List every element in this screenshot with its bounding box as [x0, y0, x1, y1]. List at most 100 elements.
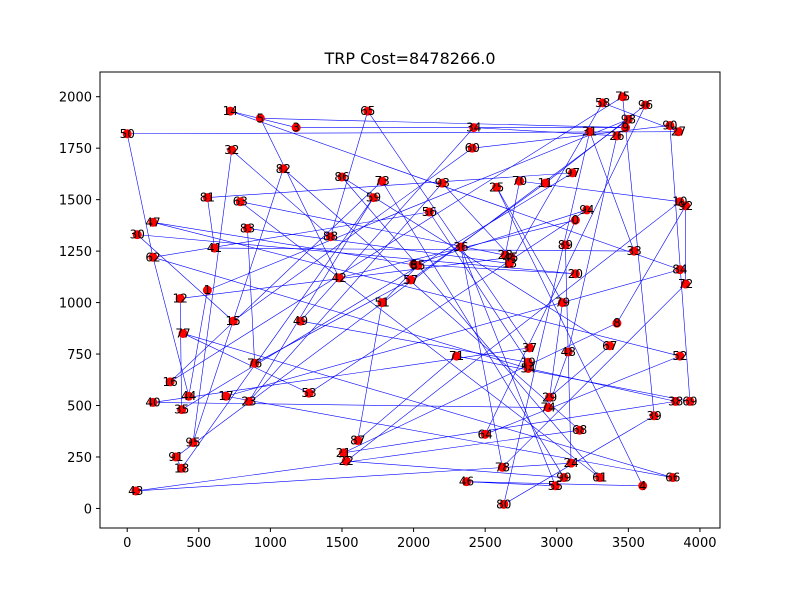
node-point [582, 205, 592, 215]
node-label: 85 [410, 259, 425, 273]
node-label: 66 [665, 471, 680, 485]
node-point [575, 425, 585, 435]
node-point [560, 240, 570, 250]
node-point [570, 269, 580, 279]
node-point [221, 391, 231, 401]
node-label: 5 [257, 111, 265, 125]
route-edge [179, 298, 182, 410]
node-point [122, 129, 132, 139]
node-point [638, 481, 648, 491]
x-tick-label: 2000 [397, 536, 430, 551]
route-edge [472, 125, 670, 149]
y-tick-label: 750 [67, 348, 92, 363]
node-point [671, 396, 681, 406]
node-label: 58 [595, 96, 610, 110]
node-label: 36 [453, 240, 468, 254]
node-label: 16 [163, 375, 178, 389]
node-label: 25 [489, 180, 504, 194]
node-label: 79 [555, 296, 570, 310]
node-point [165, 377, 175, 387]
route-edge [346, 201, 681, 462]
route-edge [225, 395, 673, 478]
node-label: 78 [495, 460, 510, 474]
node-point [585, 127, 595, 137]
node-label: 57 [403, 273, 418, 287]
node-label: 18 [174, 461, 189, 475]
node-label: 33 [626, 244, 641, 258]
route-edge [247, 228, 255, 364]
node-label: 0 [572, 213, 580, 227]
node-label: 8 [613, 316, 621, 330]
node-point [673, 127, 683, 137]
route-edge [589, 131, 635, 252]
node-point [178, 328, 188, 338]
node-point [540, 178, 550, 188]
node-label: 17 [218, 389, 233, 403]
y-tick-label: 1250 [59, 245, 92, 260]
node-label: 60 [465, 141, 480, 155]
x-tick-label: 3500 [612, 536, 645, 551]
route-edge [528, 368, 676, 402]
node-labels: 1345608910111213141516171819202122232425… [120, 90, 698, 512]
node-label: 13 [502, 256, 517, 270]
node-label: 31 [582, 125, 597, 139]
node-label: 56 [422, 205, 437, 219]
node-label: 61 [592, 471, 607, 485]
node-point [568, 168, 578, 178]
route-edge [137, 234, 234, 322]
route-edge [669, 125, 691, 402]
route-edge [207, 119, 629, 291]
node-label: 63 [233, 195, 248, 209]
route-edge [484, 104, 646, 435]
node-label: 30 [130, 228, 145, 242]
node-point [437, 178, 447, 188]
route-edge [343, 322, 618, 454]
node-point [175, 293, 185, 303]
node-point [563, 347, 573, 357]
node-label: 26 [609, 129, 624, 143]
node-point [557, 298, 567, 308]
route-edge [503, 131, 590, 505]
node-label: 53 [301, 386, 316, 400]
route-edge [300, 320, 529, 363]
route-edge [137, 234, 576, 275]
route-edge [381, 265, 419, 303]
node-point [326, 232, 336, 242]
node-point [424, 207, 434, 217]
node-label: 75 [615, 90, 630, 104]
node-point [210, 243, 220, 253]
node-label: 87 [350, 434, 365, 448]
node-point [545, 392, 555, 402]
x-tick-label: 2500 [469, 536, 502, 551]
route-edge [169, 180, 383, 383]
node-label: 97 [565, 166, 580, 180]
node-point [368, 193, 378, 203]
node-label: 84 [672, 263, 687, 277]
node-point [467, 143, 477, 153]
node-label: 86 [334, 170, 349, 184]
node-label: 68 [572, 423, 587, 437]
route-edge [230, 110, 681, 270]
node-point [291, 123, 301, 133]
route-edge [192, 150, 233, 443]
node-point [177, 463, 187, 473]
node-point [566, 458, 576, 468]
node-point [570, 215, 580, 225]
node-label: 43 [128, 484, 143, 498]
route-edge [283, 168, 580, 431]
node-point [456, 242, 466, 252]
node-point [543, 403, 553, 413]
node-label: 80 [496, 497, 511, 511]
route-edge [466, 481, 556, 487]
route-edge [503, 415, 655, 505]
node-label: 71 [449, 349, 464, 363]
y-tick-label: 1000 [59, 297, 92, 312]
route-edge [341, 176, 610, 347]
node-label: 91 [168, 450, 183, 464]
node-point [377, 176, 387, 186]
node-point [525, 343, 535, 353]
node-point [148, 252, 158, 262]
node-point [497, 462, 507, 472]
node-point [244, 396, 254, 406]
